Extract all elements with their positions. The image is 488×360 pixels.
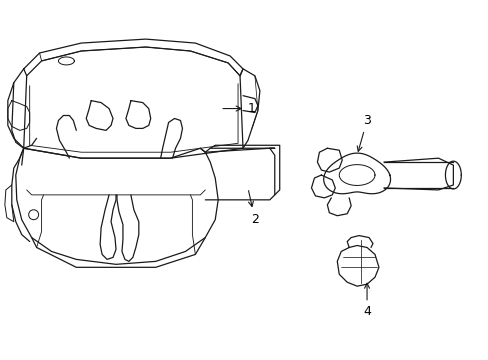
Text: 2: 2	[248, 191, 258, 226]
Text: 3: 3	[356, 114, 370, 151]
Text: 1: 1	[223, 102, 255, 115]
Text: 4: 4	[363, 283, 370, 319]
